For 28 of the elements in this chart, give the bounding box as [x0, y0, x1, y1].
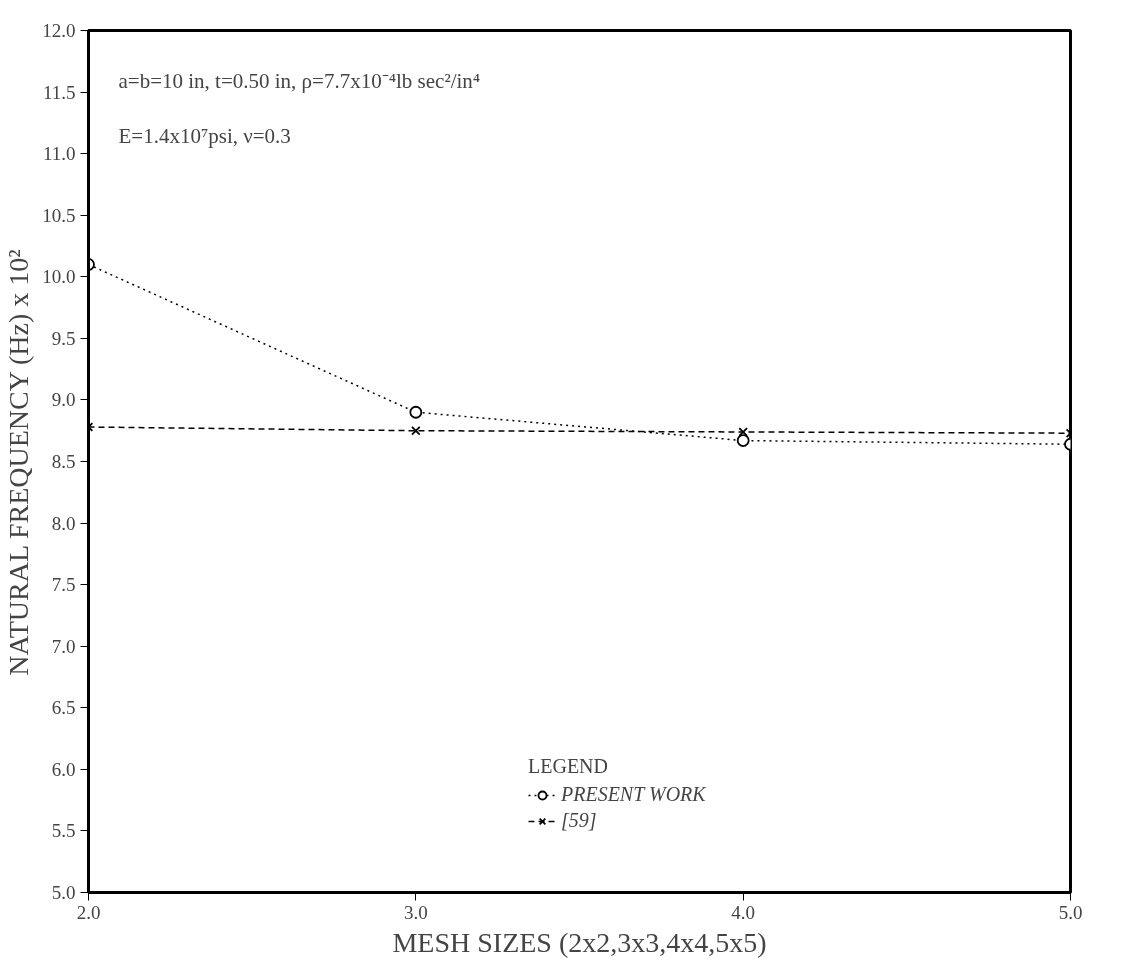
y-tick-label: 9.0 [51, 389, 76, 411]
point [411, 425, 421, 436]
y-tick-label: 7.5 [51, 574, 76, 596]
y-axis-title: NATURAL FREQUENCY (Hz) x 10² [3, 249, 35, 676]
point [738, 427, 748, 437]
y-tick-label: 11.0 [42, 143, 76, 165]
x-tick-label: 4.0 [731, 901, 756, 923]
y-tick-label: 12.0 [42, 20, 76, 41]
x-tick-label: 5.0 [1058, 901, 1083, 923]
y-tick-label: 11.5 [42, 81, 76, 103]
y-tick-label: 10.5 [42, 204, 76, 226]
y-tick-label: 6.5 [51, 697, 76, 719]
legend-label: [59] [561, 809, 597, 832]
x-tick-label: 3.0 [403, 901, 428, 923]
y-tick-label: 5.0 [51, 882, 76, 903]
annotation: E=1.4x10⁷psi, ν=0.3 [118, 123, 291, 148]
annotation: a=b=10 in, t=0.50 in, ρ=7.7x10⁻⁴lb sec²/in⁴ [118, 68, 481, 93]
y-tick-label: 10.0 [42, 266, 76, 288]
y-tick-label: 9.5 [51, 327, 76, 349]
y-tick-label: 8.0 [51, 512, 76, 534]
x-tick-label: 2.0 [76, 901, 101, 923]
legend-label: PRESENT WORK [561, 783, 706, 806]
y-tick-label: 7.0 [51, 635, 76, 657]
y-tick-label: 5.5 [51, 820, 76, 842]
y-tick-label: 6.0 [51, 758, 76, 780]
legend-title: LEGEND [528, 755, 609, 778]
x-axis-title: MESH SIZES (2x2,3x3,4x4,5x5) [392, 926, 767, 958]
y-tick-label: 8.5 [51, 451, 76, 472]
